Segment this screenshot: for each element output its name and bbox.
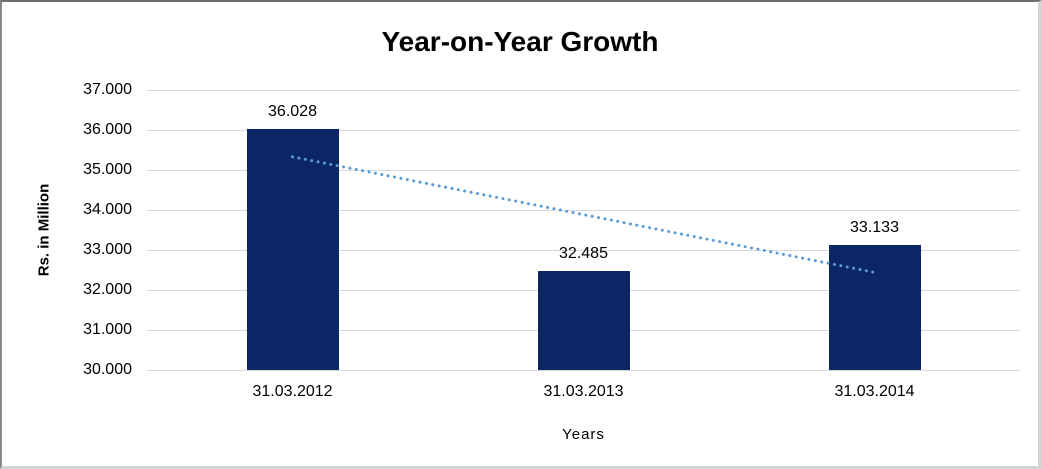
bar-value-label: 33.133 <box>850 218 899 236</box>
x-axis-title: Years <box>562 426 605 443</box>
y-tick-label: 37.000 <box>83 81 132 98</box>
bar-value-label: 32.485 <box>559 244 608 262</box>
bar <box>537 270 630 370</box>
bar <box>246 128 339 370</box>
y-tick-label: 32.000 <box>83 281 132 298</box>
x-tick-label: 31.03.2014 <box>834 383 915 400</box>
gridline <box>147 90 1020 91</box>
gridline <box>147 130 1020 131</box>
bar-value-label: 36.028 <box>268 102 317 120</box>
y-tick-label: 34.000 <box>83 201 132 218</box>
y-tick-label: 31.000 <box>83 321 132 338</box>
x-tick-label: 31.03.2012 <box>252 383 333 400</box>
y-tick-label: 35.000 <box>83 161 132 178</box>
bar <box>828 244 921 370</box>
y-tick-label: 30.000 <box>83 361 132 378</box>
gridline <box>147 370 1020 371</box>
y-tick-label: 36.000 <box>83 121 132 138</box>
chart-title: Year-on-Year Growth <box>381 26 659 57</box>
x-tick-label: 31.03.2013 <box>543 383 624 400</box>
y-tick-label: 33.000 <box>83 241 132 258</box>
y-axis-title: Rs. in Million <box>35 183 53 277</box>
